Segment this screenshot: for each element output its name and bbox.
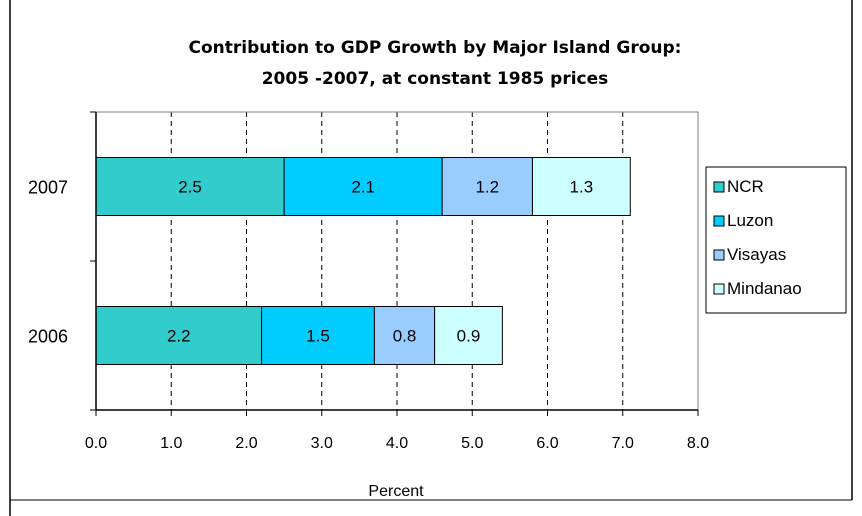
x-tick-label: 3.0 [311,435,333,452]
bar-segment-visayas [373,306,436,365]
y-category-label: 2006 [28,327,68,347]
bar-segment-luzon [261,306,375,365]
legend-box [705,166,847,314]
legend-label-mindanao: Mindanao [727,279,802,298]
data-label: 2.5 [178,178,202,197]
bar-segment-ncr [95,306,263,365]
x-tick-label: 1.0 [160,435,182,452]
bar-segment-visayas [441,157,533,216]
x-axis-title: Percent [368,483,424,500]
x-tick-label: 0.0 [85,435,107,452]
chart-frame [9,0,853,516]
data-label: 0.9 [457,327,481,346]
data-label: 1.5 [306,327,330,346]
x-tick-label: 7.0 [612,435,634,452]
plot-bars: 2.5 2.1 1.2 1.3 2.2 1.5 0.8 0.9 [95,157,631,365]
legend-swatch-luzon [713,215,725,227]
bar-segment-mindanao [434,306,503,365]
gridlines [170,112,624,410]
bar-segment-mindanao [531,157,631,216]
data-label: 1.3 [570,178,594,197]
chart-title-line-2: 2005 -2007, at constant 1985 prices [262,69,609,89]
chart-title-line-1: Contribution to GDP Growth by Major Isla… [189,38,682,58]
data-label: 2.2 [167,327,191,346]
legend-swatch-mindanao [713,283,725,295]
legend: NCR Luzon Visayas Mindanao [705,166,847,314]
data-label: 2.1 [351,178,375,197]
x-tick-label: 4.0 [386,435,408,452]
legend-label-ncr: NCR [727,177,764,196]
axes: 0.0 1.0 2.0 3.0 4.0 5.0 6.0 7.0 8.0 2007 2006 [28,111,709,452]
data-label: 0.8 [393,327,417,346]
legend-swatch-ncr [713,181,725,193]
x-tick-label: 8.0 [687,435,709,452]
x-tick-label: 2.0 [235,435,257,452]
x-tick-label: 6.0 [536,435,558,452]
legend-label-visayas: Visayas [727,245,786,264]
legend-swatch-visayas [713,249,725,261]
y-category-label: 2007 [28,178,68,198]
x-tick-label: 5.0 [461,435,483,452]
data-label: 1.2 [475,178,499,197]
bar-segment-luzon [283,157,443,216]
legend-label-luzon: Luzon [727,211,773,230]
